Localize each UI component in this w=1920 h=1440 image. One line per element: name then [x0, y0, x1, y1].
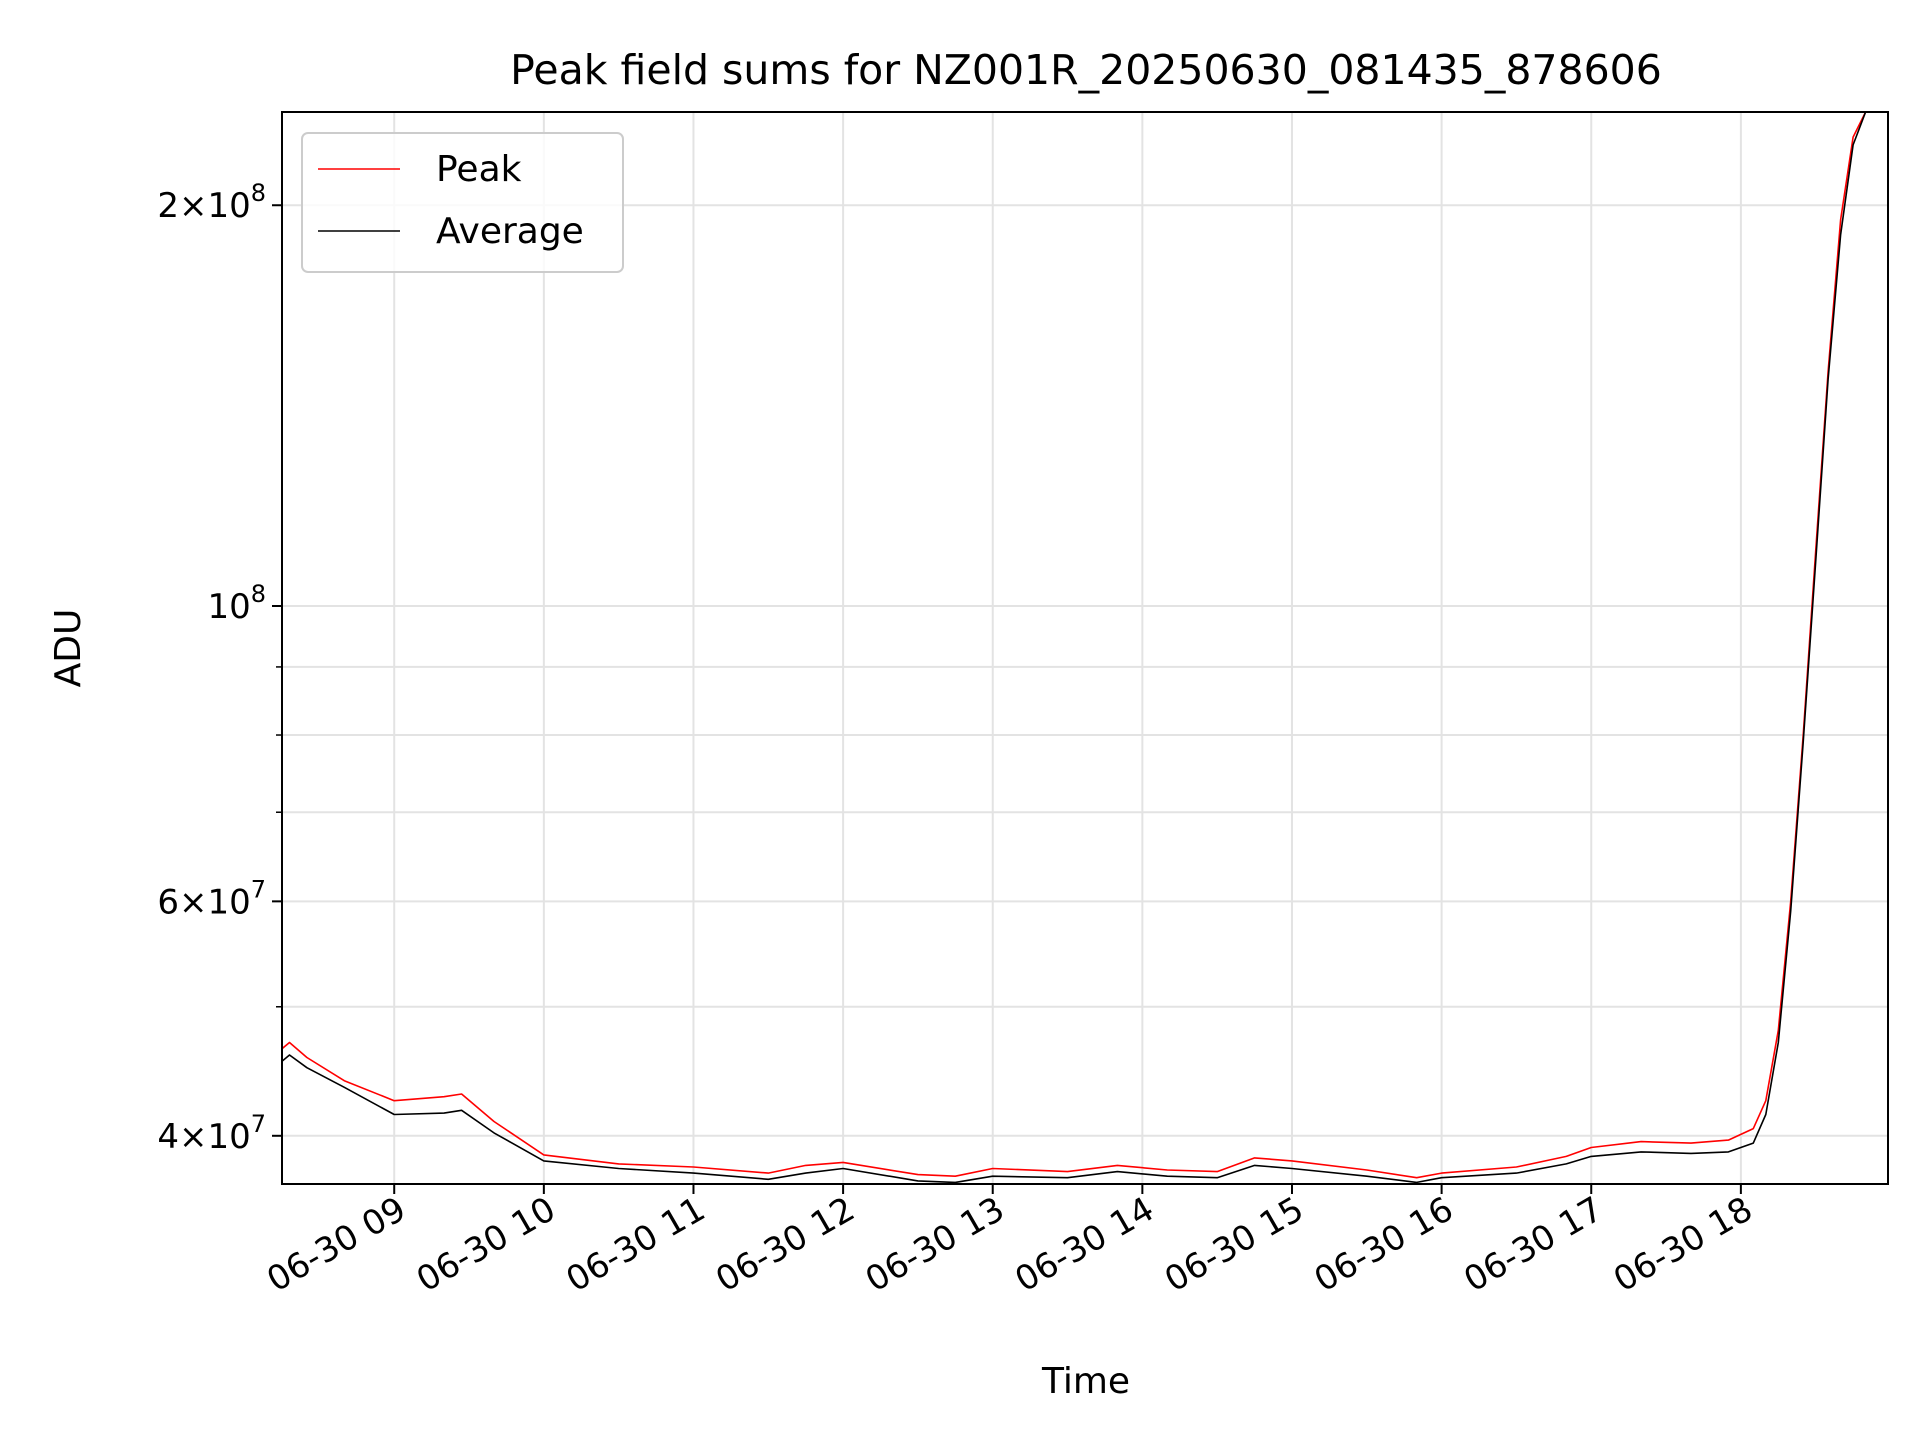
- chart-title: Peak field sums for NZ001R_20250630_0814…: [510, 46, 1662, 94]
- y-axis-label: ADU: [48, 609, 89, 688]
- y-tick-label: 6×107: [157, 875, 266, 922]
- series-line-average: [282, 112, 1888, 1184]
- legend-entry-average: Average: [436, 211, 584, 252]
- y-axis: 4×107 6×107 108 2×108: [157, 179, 282, 1157]
- series-layer: [282, 112, 1888, 1184]
- legend-box: [301, 132, 624, 273]
- y-tick-label: 4×107: [157, 1110, 266, 1157]
- y-tick-label: 2×108: [157, 179, 266, 226]
- x-axis-label: Time: [1041, 1361, 1130, 1402]
- y-tick-label: 108: [207, 580, 266, 627]
- grid: [282, 112, 1888, 1184]
- legend: Peak Average: [301, 132, 624, 273]
- plot-frame: [281, 111, 1889, 1185]
- legend-entry-peak: Peak: [436, 149, 522, 190]
